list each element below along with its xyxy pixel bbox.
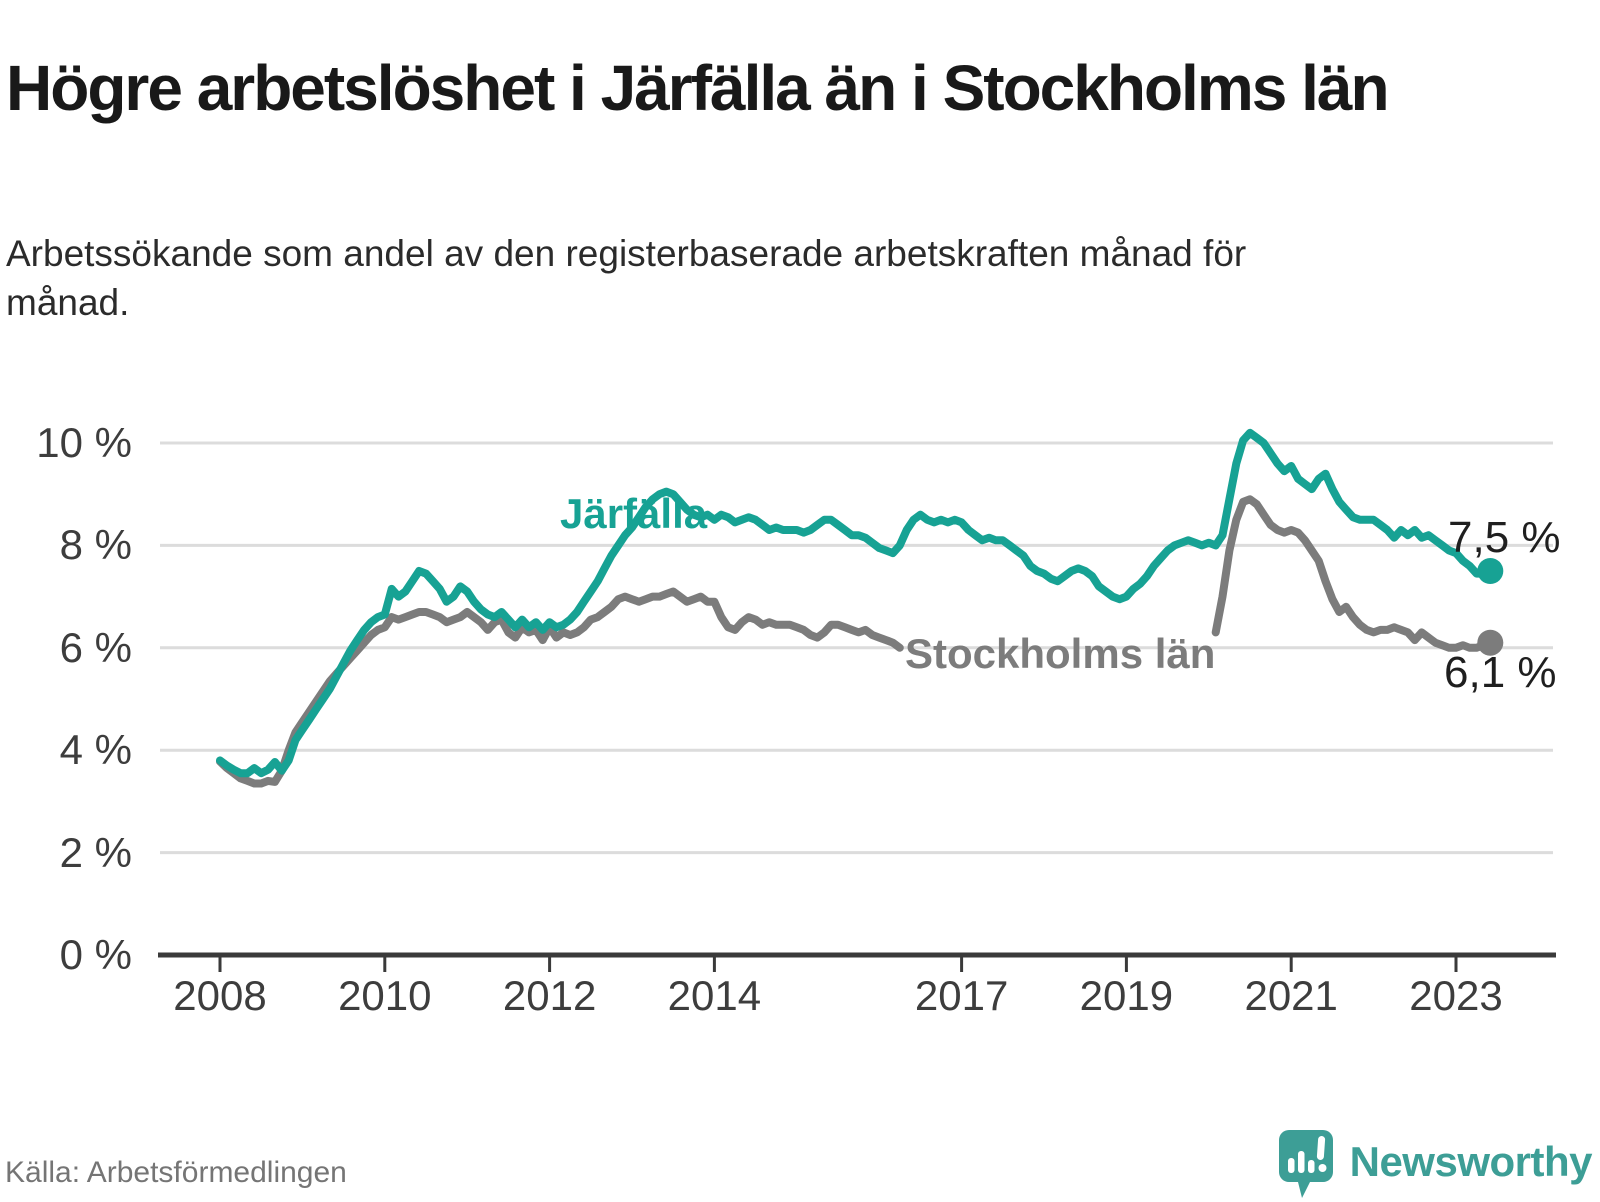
series-line-stockholms-l-n — [1211, 495, 1495, 652]
value-label-stockholms-lan: 6,1 % — [1444, 648, 1557, 697]
series-line-stockholms-l-n — [216, 587, 904, 788]
y-axis-label: 6 % — [59, 623, 132, 671]
x-axis-tick-label: 2014 — [667, 972, 762, 1019]
x-axis-tick-label: 2010 — [338, 972, 432, 1019]
y-axis-label: 8 % — [59, 521, 132, 569]
x-axis-tick-label: 2019 — [1079, 972, 1174, 1019]
newsworthy-speech-bubble-chart-icon — [1278, 1130, 1333, 1198]
chart-subtitle: Arbetssökande som andel av den registerb… — [6, 233, 1247, 324]
chart-title: Högre arbetslöshet i Järfälla än i Stock… — [6, 51, 1390, 124]
series-label-jarfalla: Järfälla — [560, 490, 708, 537]
x-axis-tick-label: 2021 — [1244, 972, 1338, 1019]
y-axis-label: 10 % — [36, 419, 132, 466]
y-axis-label: 2 % — [59, 828, 132, 876]
newsworthy-wordmark: Newsworthy — [1349, 1138, 1593, 1185]
newsworthy-logo: Newsworthy — [1278, 1122, 1593, 1202]
y-axis-label: 0 % — [59, 931, 132, 978]
series-end-dot-j-rf-lla — [1477, 558, 1504, 584]
value-label-jarfalla: 7,5 % — [1448, 513, 1561, 562]
series-end-dot-stockholms-l-n — [1477, 629, 1504, 656]
x-axis-tick-label: 2008 — [173, 972, 267, 1019]
x-axis-tick-label: 2017 — [914, 972, 1009, 1019]
series-label-stockholms-lan: Stockholms län — [905, 630, 1216, 677]
y-axis-label: 4 % — [59, 726, 132, 774]
series-line-j-rf-lla — [216, 428, 1495, 778]
x-axis-tick-label: 2012 — [502, 972, 597, 1019]
x-axis-tick-label: 2023 — [1409, 972, 1503, 1019]
source-note: Källa: Arbetsförmedlingen — [5, 1156, 347, 1189]
